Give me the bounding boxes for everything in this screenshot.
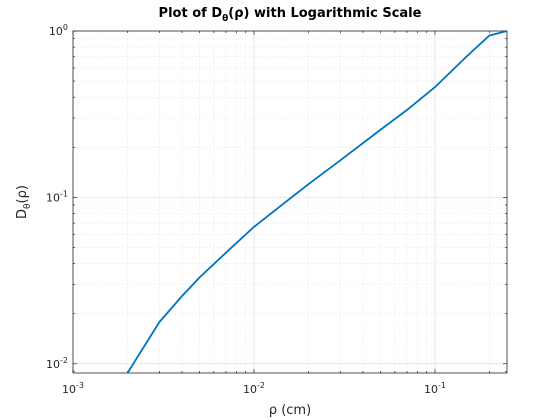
series-line [126, 30, 508, 374]
plot-area [73, 31, 507, 373]
title-subscript: θ [222, 14, 228, 24]
x-tick-label: 10-2 [243, 381, 265, 396]
tick-marks [72, 30, 507, 373]
y-tick-label: 10-1 [46, 189, 68, 204]
plot-frame [72, 30, 508, 374]
x-tick-label: 10-3 [62, 381, 84, 396]
y-axis-label: Dθ(ρ) [15, 185, 33, 219]
y-tick-label: 100 [49, 23, 68, 38]
x-axis-label: ρ (cm) [269, 403, 311, 418]
grid [72, 30, 507, 373]
ylabel-suffix: (ρ) [15, 185, 30, 203]
ylabel-base: D [15, 209, 30, 219]
y-tick-label: 10-2 [46, 356, 68, 371]
title-suffix: (ρ) with Logarithmic Scale [228, 6, 421, 21]
chart-title: Plot of Dθ(ρ) with Logarithmic Scale [159, 6, 422, 24]
ylabel-subscript: θ [23, 203, 33, 209]
x-tick-label: 10-1 [424, 381, 446, 396]
title-prefix: Plot of D [159, 6, 223, 21]
tick-labels: 10-3 10-2 10-1 10-2 10-1 100 [46, 23, 446, 396]
